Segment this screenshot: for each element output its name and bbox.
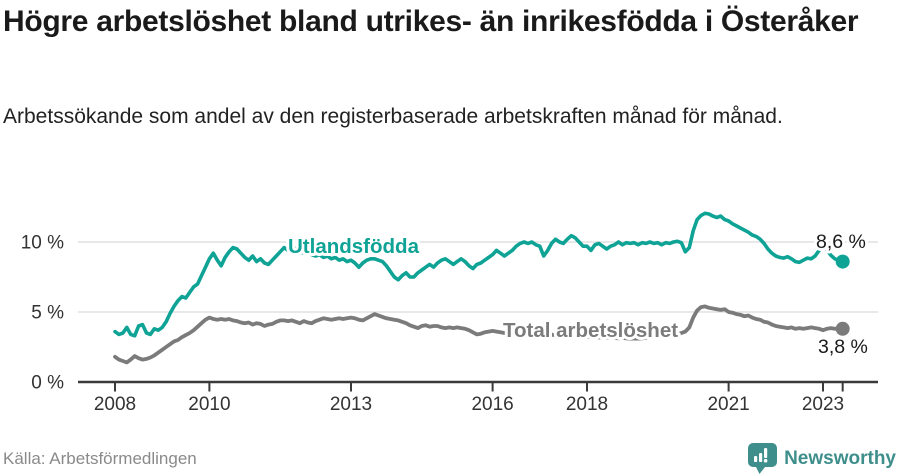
newsworthy-logo: Newsworthy bbox=[748, 443, 896, 475]
series-line-utlandsfodda bbox=[113, 211, 845, 338]
x-tick-label: 2018 bbox=[566, 394, 608, 415]
x-tick-label: 2010 bbox=[188, 394, 230, 415]
series-label-utlandsfodda: Utlandsfödda bbox=[288, 235, 420, 258]
end-value-label: 3,8 % bbox=[818, 336, 868, 358]
series-label-total: Total arbetslöshet bbox=[503, 319, 678, 342]
x-tick-label: 2023 bbox=[802, 394, 844, 415]
line-chart: 2008 2010 2013 2016 2018 2021 2023 0 % 5 % 10 % Ut… bbox=[21, 211, 878, 415]
x-tick-label: 2016 bbox=[471, 394, 513, 415]
end-value-label: 8,6 % bbox=[816, 231, 866, 253]
source-note: Källa: Arbetsförmedlingen bbox=[3, 449, 197, 468]
y-tick-label: 0 % bbox=[31, 373, 64, 394]
end-value-label-halo: 3,8 % bbox=[818, 336, 868, 358]
series-line-total bbox=[113, 304, 845, 365]
y-tick-label: 5 % bbox=[31, 303, 64, 324]
brand-name: Newsworthy bbox=[784, 448, 896, 469]
chart-footer: Källa: Arbetsförmedlingen Newsworthy bbox=[3, 443, 896, 475]
y-tick-label: 10 % bbox=[21, 233, 64, 254]
x-tick-label: 2008 bbox=[94, 394, 136, 415]
series-end-dot bbox=[835, 254, 850, 269]
chart-title: Högre arbetslöshet bland utrikes- än inr… bbox=[3, 5, 859, 38]
series-label-utlandsfodda-halo: Utlandsfödda bbox=[288, 235, 420, 258]
series-label-total-halo: Total arbetslöshet bbox=[503, 319, 678, 342]
x-tick-label: 2021 bbox=[707, 394, 749, 415]
end-value-label-halo: 8,6 % bbox=[816, 231, 866, 253]
chart-subtitle: Arbetssökande som andel av den registerb… bbox=[3, 105, 783, 128]
x-tick-label: 2013 bbox=[330, 394, 372, 415]
newsworthy-icon bbox=[748, 443, 778, 474]
series-end-dot bbox=[835, 321, 850, 336]
